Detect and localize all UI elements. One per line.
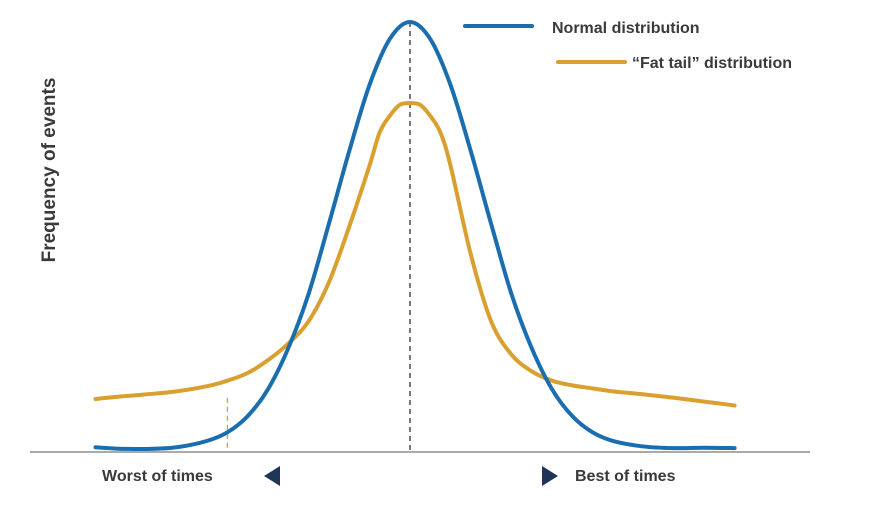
legend-label-normal: Normal distribution: [552, 20, 700, 37]
best-of-times-label: Best of times: [575, 468, 676, 485]
left-arrow-icon: [264, 466, 280, 486]
y-axis-label: Frequency of events: [39, 78, 60, 263]
reference-lines: [226, 22, 411, 450]
legend-label-fat-tail: “Fat tail” distribution: [632, 55, 792, 72]
right-arrow-icon: [542, 466, 558, 486]
legend: Normal distribution “Fat tail” distribut…: [463, 20, 792, 72]
worst-of-times-label: Worst of times: [102, 468, 213, 485]
series-lines: [93, 20, 737, 452]
normal-distribution-line: [93, 20, 737, 452]
fat-tail-distribution-line: [93, 101, 737, 408]
